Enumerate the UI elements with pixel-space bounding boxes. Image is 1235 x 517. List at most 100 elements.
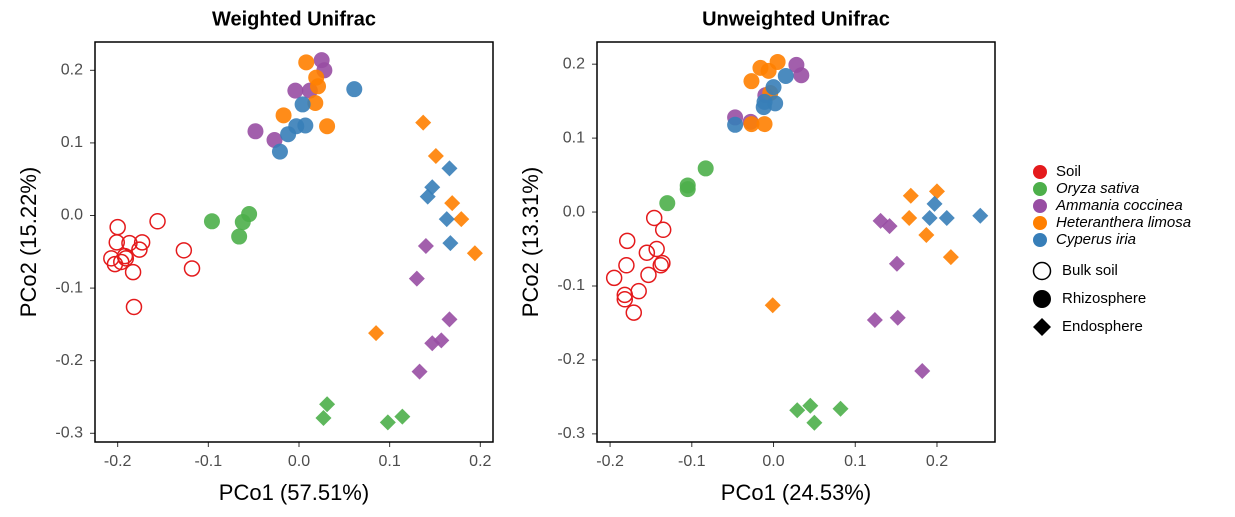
chart-title: Unweighted Unifrac — [702, 8, 890, 30]
diamond-marker — [926, 195, 943, 212]
diamond-marker — [921, 209, 938, 226]
x-axis-label: PCo1 (57.51%) — [219, 480, 369, 505]
circle-marker — [271, 143, 288, 160]
legend-label: Heteranthera limosa — [1056, 214, 1191, 231]
open-circle-marker — [605, 269, 623, 287]
circle-marker — [679, 177, 696, 194]
diamond-marker — [902, 187, 919, 204]
diamond-marker — [888, 255, 905, 272]
circle-marker — [280, 126, 297, 143]
open-circle-marker — [133, 234, 151, 251]
diamond-marker — [394, 408, 411, 425]
circle-marker — [769, 53, 786, 70]
diamond-marker — [433, 332, 450, 349]
open-circle-marker — [654, 254, 671, 272]
circle-marker — [275, 107, 292, 124]
legend-label: Rhizosphere — [1062, 290, 1146, 307]
x-tick-label: 0.1 — [844, 453, 866, 470]
open-circle-marker — [648, 240, 665, 258]
diamond-marker — [938, 209, 955, 226]
circle-marker — [793, 67, 810, 84]
y-tick-label: -0.2 — [55, 352, 83, 369]
diamond-marker — [866, 312, 883, 329]
circle-marker — [765, 79, 782, 96]
legend-label: Ammania coccinea — [1055, 197, 1183, 214]
diamond-marker — [918, 226, 935, 243]
legend-marker — [1032, 261, 1052, 281]
open-circle-marker — [618, 257, 635, 274]
x-axis-label: PCo1 (24.53%) — [721, 480, 871, 505]
open-circle-marker — [131, 241, 148, 258]
diamond-marker — [415, 114, 432, 131]
plot-frame — [94, 41, 494, 443]
x-tick-label: -0.2 — [596, 453, 624, 470]
diamond-marker — [789, 402, 806, 419]
open-circle-marker — [654, 221, 672, 239]
y-tick-label: -0.3 — [55, 425, 83, 442]
diamond-marker — [444, 195, 461, 212]
legend-marker — [1033, 290, 1051, 308]
y-tick-label: 0.1 — [563, 129, 585, 146]
diamond-marker — [441, 311, 458, 328]
y-axis-label: PCo2 (13.31%) — [518, 167, 543, 317]
diamond-marker — [928, 183, 945, 200]
diamond-marker — [315, 410, 332, 427]
diamond-marker — [802, 397, 819, 414]
diamond-marker — [419, 188, 436, 205]
x-tick-label: 0.2 — [469, 453, 491, 470]
diamond-marker — [379, 414, 396, 431]
circle-marker — [697, 160, 714, 177]
plot-frame — [596, 41, 996, 443]
circle-marker — [298, 54, 315, 71]
y-tick-label: 0.1 — [61, 134, 83, 151]
open-circle-marker — [616, 286, 634, 304]
diamond-marker — [832, 400, 849, 417]
diamond-marker — [901, 209, 918, 226]
diamond-marker — [466, 245, 483, 262]
diamond-marker — [368, 325, 385, 342]
open-circle-marker — [625, 304, 643, 321]
y-tick-label: 0.2 — [563, 55, 585, 72]
x-tick-label: 0.0 — [288, 453, 310, 470]
legend-swatch — [1033, 165, 1047, 179]
diamond-marker — [972, 207, 989, 224]
diamond-marker — [806, 414, 823, 431]
legend-label: Cyperus iria — [1056, 231, 1136, 248]
circle-marker — [234, 214, 251, 231]
legend-label: Bulk soil — [1062, 262, 1118, 279]
legend-label: Endosphere — [1062, 318, 1143, 335]
open-circle-marker — [175, 242, 193, 259]
open-circle-marker — [645, 209, 663, 227]
circle-marker — [307, 94, 324, 111]
diamond-marker — [408, 270, 425, 287]
open-circle-marker — [149, 213, 166, 230]
circle-marker — [659, 195, 676, 212]
x-tick-label: -0.2 — [104, 453, 132, 470]
legend-label: Soil — [1056, 163, 1081, 180]
diamond-marker — [319, 396, 336, 413]
y-tick-label: -0.1 — [557, 277, 585, 294]
circle-marker — [294, 96, 311, 113]
open-circle-marker — [109, 218, 126, 236]
diamond-marker — [427, 147, 444, 164]
diamond-marker — [411, 363, 428, 380]
x-tick-label: 0.2 — [926, 453, 948, 470]
open-circle-marker — [630, 282, 647, 300]
open-circle-marker — [652, 257, 669, 274]
legend-label: Oryza sativa — [1056, 180, 1139, 197]
circle-marker — [743, 73, 760, 90]
diamond-marker — [417, 237, 434, 254]
legend-swatch — [1033, 199, 1047, 213]
diamond-marker — [881, 218, 898, 235]
circle-marker — [287, 82, 304, 99]
x-tick-label: -0.1 — [678, 453, 706, 470]
open-circle-marker — [124, 263, 142, 281]
y-tick-label: -0.2 — [557, 351, 585, 368]
chart-title: Weighted Unifrac — [212, 8, 376, 30]
legend-swatch — [1033, 182, 1047, 196]
y-tick-label: -0.3 — [557, 425, 585, 442]
circle-marker — [346, 81, 363, 98]
circle-marker — [203, 213, 220, 230]
diamond-marker — [764, 297, 781, 314]
